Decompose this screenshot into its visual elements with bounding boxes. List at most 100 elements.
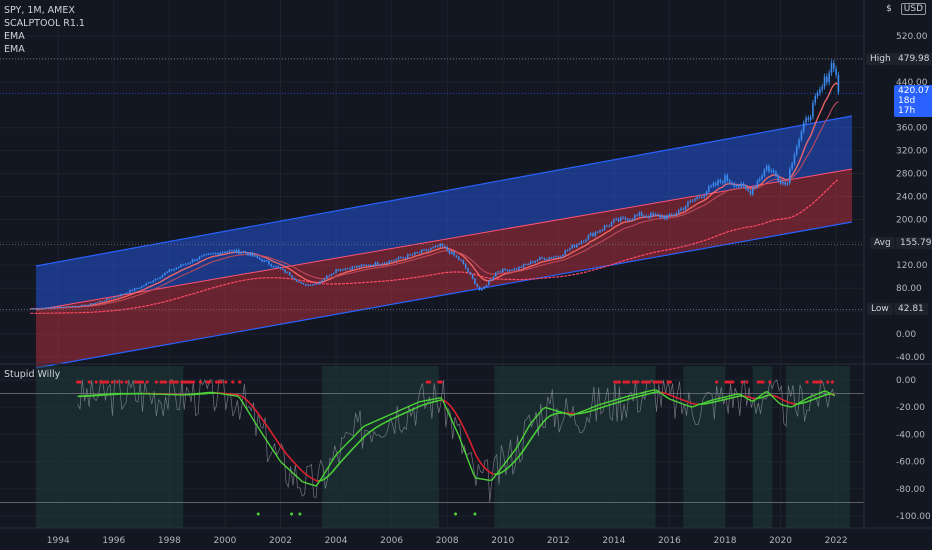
candle-body	[277, 266, 279, 268]
candle-body	[85, 304, 87, 306]
oscillator-pane	[0, 366, 864, 528]
candle-body	[256, 255, 259, 258]
osc-slow-segment	[239, 394, 243, 398]
osc-overbought-dot	[184, 380, 189, 384]
candle-body	[312, 284, 314, 286]
candle-body	[589, 233, 592, 236]
osc-oversold-dot	[290, 512, 294, 516]
osc-slow-segment	[294, 463, 299, 467]
candle-body	[571, 245, 573, 249]
candle-body	[534, 261, 536, 263]
osc-slow-segment	[313, 478, 317, 482]
time-axis[interactable]: 1994 1996 1998 2000 2002 2004 2006 2008 2010 2012…	[47, 536, 848, 546]
time-tick-label: 2016	[658, 536, 681, 546]
candle-body	[360, 264, 363, 268]
osc-slow-segment	[352, 445, 357, 449]
osc-raw-line	[77, 378, 836, 503]
candle-body	[726, 175, 729, 181]
osc-slow-segment	[681, 398, 685, 402]
oscillator-title[interactable]: Stupid Willy	[4, 369, 61, 380]
candle-body	[735, 185, 738, 187]
candle-body	[224, 252, 226, 254]
candle-body	[497, 271, 499, 273]
osc-slow-segment	[607, 403, 611, 407]
candle-body	[400, 257, 402, 259]
osc-slow-segment	[535, 428, 540, 433]
candle-body	[661, 216, 664, 218]
indicator-ema-1[interactable]: EMA	[4, 31, 25, 42]
candle-body	[221, 252, 224, 254]
osc-slow-segment	[616, 401, 620, 404]
time-tick-label: 2014	[602, 536, 625, 546]
osc-slow-segment	[465, 433, 470, 440]
osc-slow-segment	[470, 444, 475, 451]
candle-body	[302, 283, 305, 285]
chart-legend: SPY, 1M, AMEX SCALPTOOL R1.1 EMA EMA	[4, 4, 85, 56]
candle-body	[626, 219, 629, 221]
candle-body	[358, 266, 360, 268]
price-tick-label: 0.00	[896, 330, 916, 340]
osc-slow-segment	[392, 416, 396, 420]
osc-slow-segment	[721, 399, 724, 402]
price-tick-label: 440.00	[896, 78, 928, 88]
symbol-title[interactable]: SPY, 1M, AMEX	[4, 5, 75, 16]
candle-body	[643, 215, 645, 217]
candle-body	[117, 296, 120, 298]
osc-tick-label: 0.00	[896, 376, 916, 386]
osc-slow-segment	[301, 470, 306, 474]
candle-body	[177, 266, 180, 268]
osc-slow-segment	[498, 471, 502, 475]
candle-body	[101, 301, 104, 303]
candle-body	[31, 308, 34, 310]
candle-body	[647, 216, 650, 218]
candle-body	[830, 63, 833, 73]
candle-body	[522, 264, 525, 268]
osc-overbought-dot	[217, 380, 221, 384]
indicator-ema-2[interactable]: EMA	[4, 44, 25, 55]
osc-overbought-dot	[624, 380, 628, 384]
osc-slow-segment	[628, 397, 632, 400]
candle-body	[816, 93, 819, 97]
candle-body	[233, 250, 235, 253]
candle-body	[293, 277, 296, 280]
oscillator-axis[interactable]: 0.00 -20.00 -40.00 -60.00 -80.00 -100.00	[896, 376, 931, 522]
currency-label[interactable]: USD	[900, 3, 926, 15]
osc-slow-segment	[248, 401, 252, 406]
candle-body	[189, 262, 191, 264]
osc-overbought-dot	[101, 380, 105, 384]
candle-body	[638, 212, 641, 216]
osc-tick-label: -60.00	[896, 458, 925, 468]
osc-slow-segment	[679, 398, 683, 401]
candle-body	[80, 305, 83, 307]
osc-overbought-dot	[654, 380, 659, 384]
candle-body	[291, 275, 293, 278]
currency-selector[interactable]: $ USD	[886, 3, 926, 15]
osc-slow-segment	[804, 401, 808, 404]
price-tick-label: 520.00	[896, 32, 928, 42]
osc-overbought-dot	[731, 380, 735, 384]
candle-body	[707, 186, 710, 192]
candle-body	[124, 293, 127, 295]
high-tag-label: High	[866, 53, 895, 65]
osc-slow-segment	[637, 395, 641, 398]
candle-body	[228, 250, 231, 252]
osc-slow-segment	[514, 457, 519, 462]
candle-body	[55, 306, 57, 308]
osc-slow-segment	[530, 434, 535, 439]
candle-body	[110, 298, 113, 300]
osc-overbought-dot	[645, 380, 649, 384]
time-tick-label: 2000	[213, 536, 236, 546]
avg-tag-value: 155.79	[896, 237, 932, 249]
candle-body	[520, 266, 523, 268]
candle-body	[390, 260, 393, 262]
candle-body	[724, 175, 726, 183]
candle-body	[633, 215, 636, 220]
candle-body	[795, 146, 798, 155]
osc-slow-segment	[241, 395, 245, 399]
osc-overbought-dot	[613, 380, 617, 384]
candle-body	[719, 180, 722, 182]
osc-slow-segment	[586, 410, 590, 413]
indicator-scalptool[interactable]: SCALPTOOL R1.1	[4, 18, 85, 29]
candle-body	[323, 278, 326, 281]
